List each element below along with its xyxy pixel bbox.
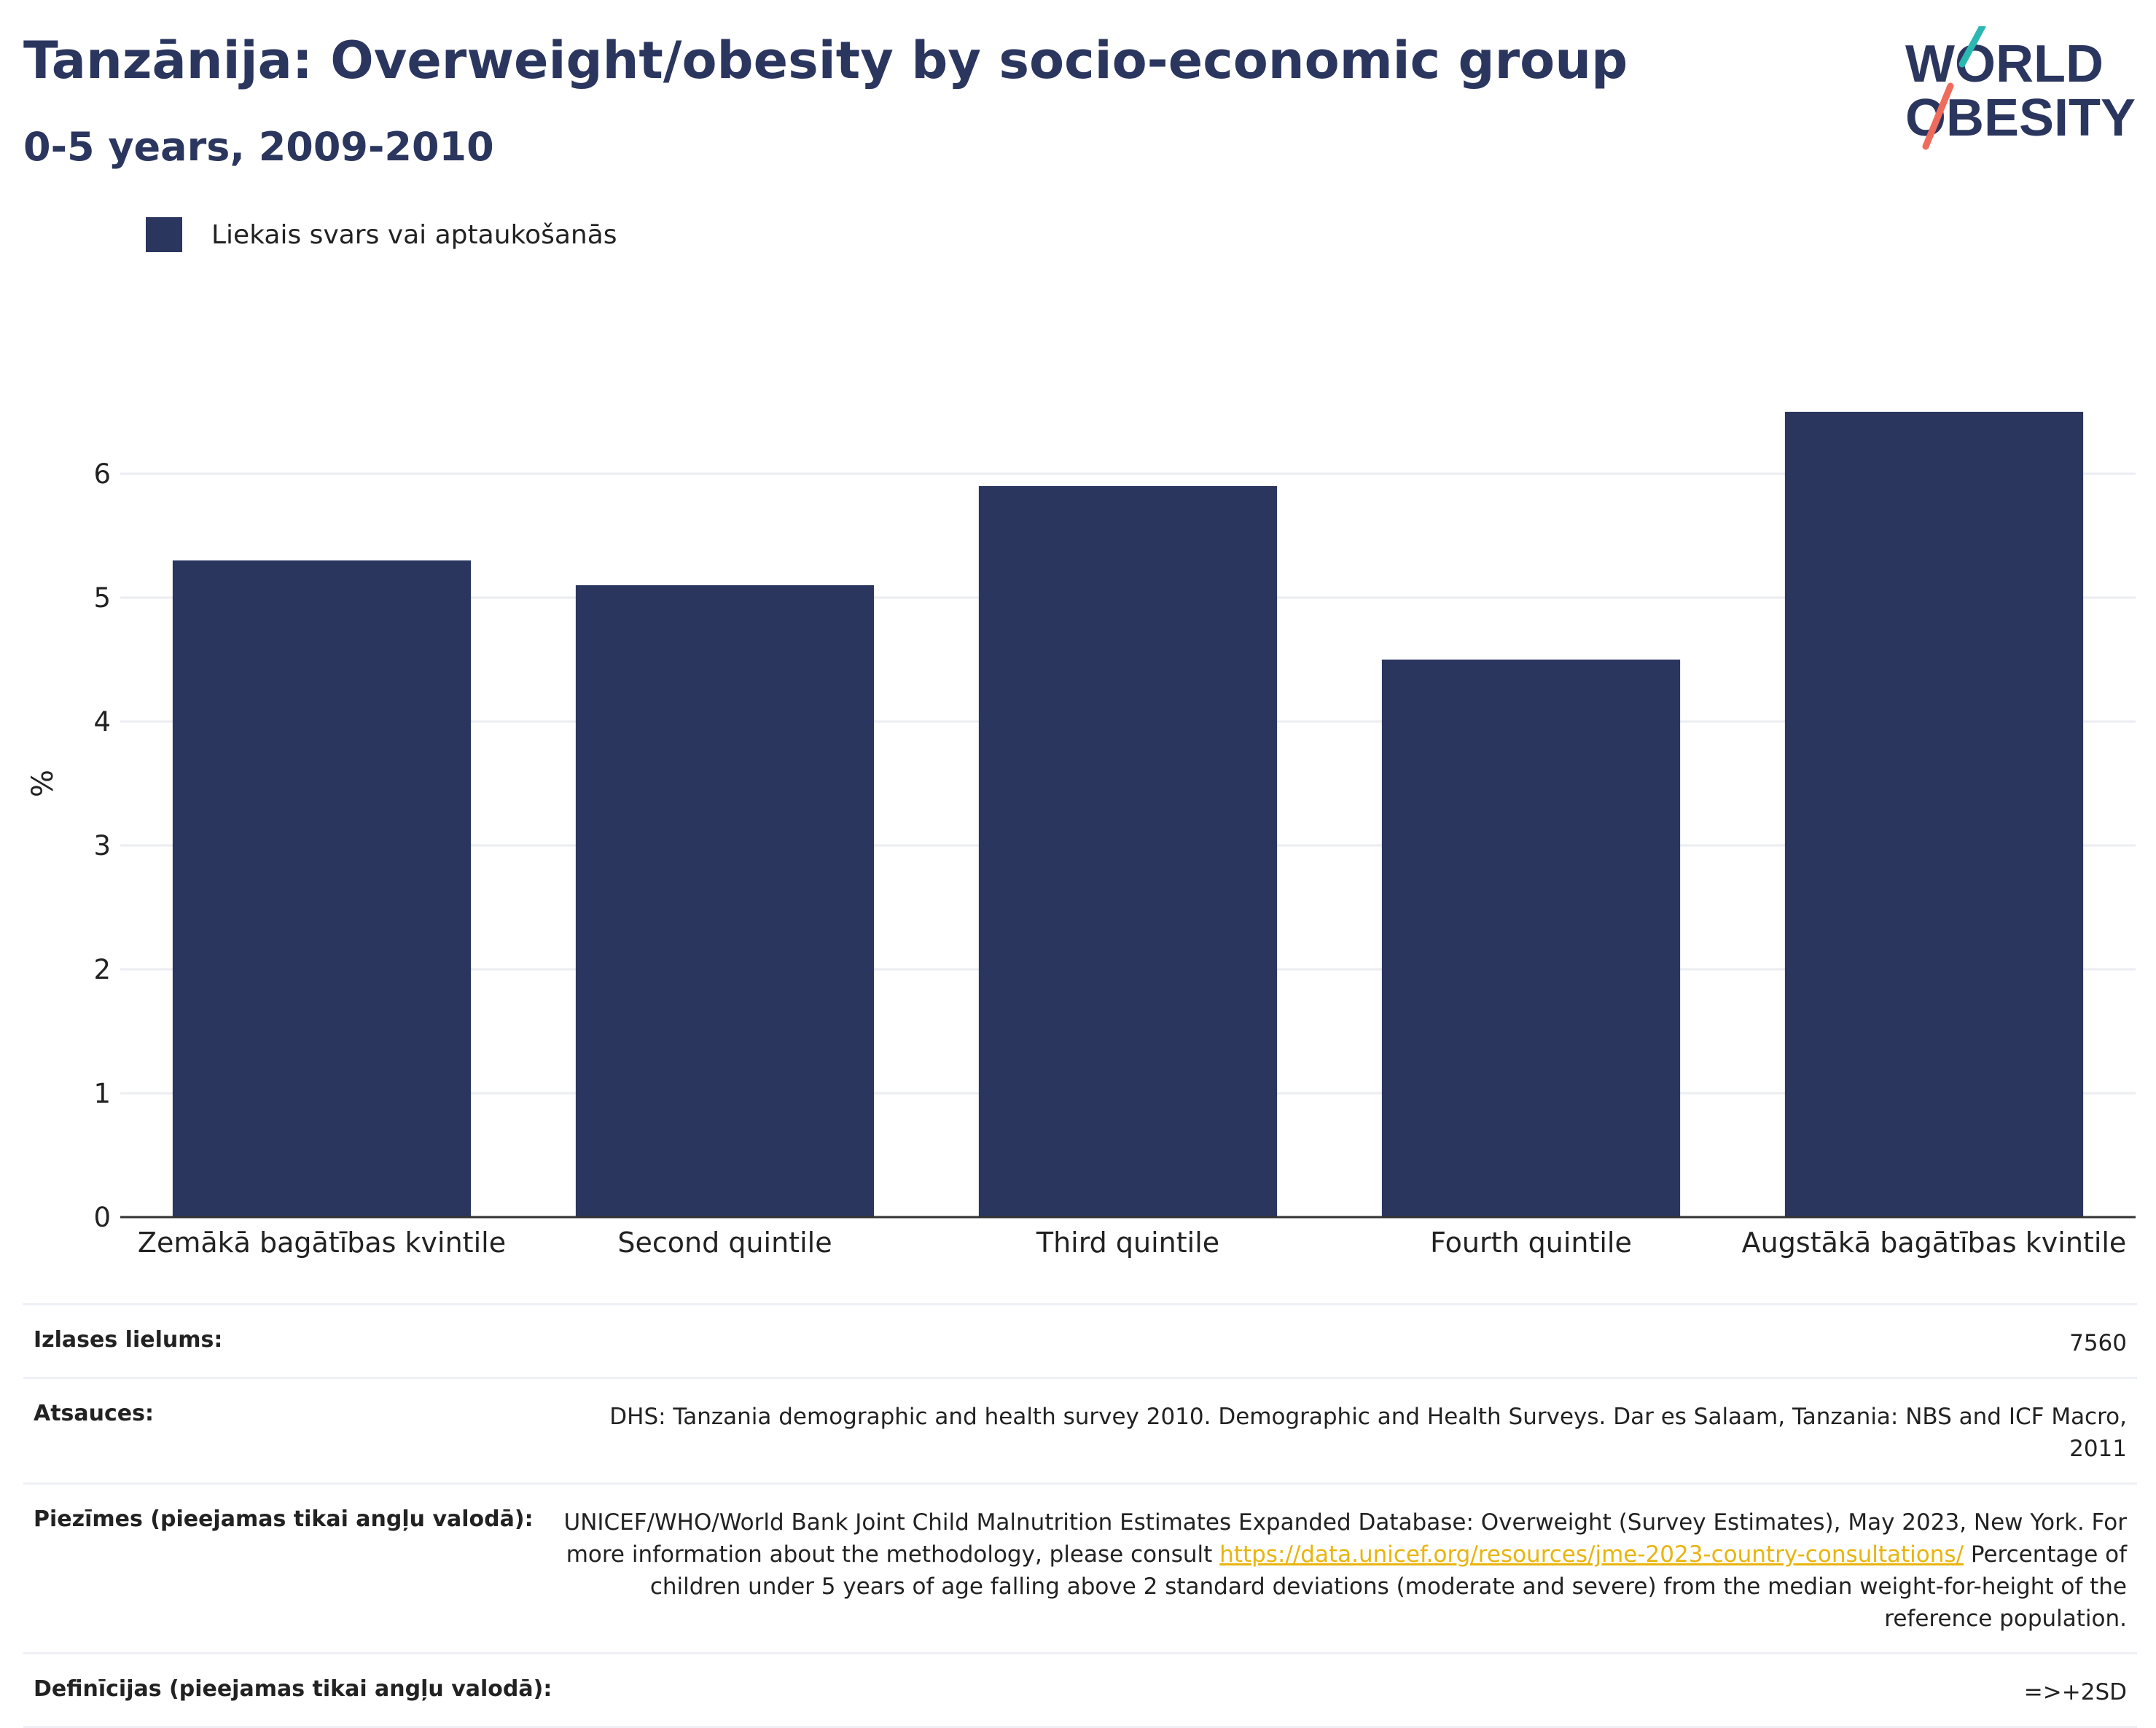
meta-row-sample: Izlases lielums: 7560 [23, 1303, 2137, 1377]
meta-sample-label: Izlases lielums: [34, 1327, 223, 1353]
meta-row-notes: Piezīmes (pieejamas tikai angļu valodā):… [23, 1482, 2137, 1652]
y-tick-label: 4 [93, 706, 111, 738]
x-tick-label: Augstākā bagātības kvintile [1742, 1227, 2127, 1259]
y-tick-label: 0 [93, 1202, 111, 1233]
x-tick-label: Third quintile [1036, 1227, 1219, 1259]
bar [1381, 660, 1681, 1217]
meta-sources-value: DHS: Tanzania demographic and health sur… [609, 1404, 2127, 1463]
y-tick-label: 6 [93, 458, 111, 490]
y-tick-label: 5 [93, 582, 111, 614]
world-obesity-logo: WORLD OBESITY [1905, 26, 2136, 150]
y-tick-label: 1 [93, 1078, 111, 1109]
meta-row-sources: Atsauces: DHS: Tanzania demographic and … [23, 1377, 2137, 1482]
y-axis-label: % [26, 770, 60, 797]
bar [1784, 412, 2084, 1217]
meta-definitions-label: Definīcijas (pieejamas tikai angļu valod… [34, 1676, 552, 1702]
legend-label: Liekais svars vai aptaukošanās [211, 219, 617, 250]
meta-notes-text1: UNICEF/WHO/World Bank Joint Child Malnut… [563, 1509, 2128, 1568]
x-tick-label: Second quintile [617, 1227, 832, 1259]
meta-sources-label: Atsauces: [34, 1401, 154, 1427]
legend: Liekais svars vai aptaukošanās [146, 217, 617, 252]
y-tick-label: 3 [93, 830, 111, 861]
meta-sample-value: 7560 [2069, 1330, 2127, 1356]
meta-notes-label: Piezīmes (pieejamas tikai angļu valodā): [34, 1506, 534, 1533]
meta-row-definitions: Definīcijas (pieejamas tikai angļu valod… [23, 1652, 2137, 1728]
chart-subtitle: 0-5 years, 2009-2010 [23, 124, 494, 170]
y-tick-label: 2 [93, 954, 111, 985]
bar [575, 585, 875, 1217]
metadata-table: Izlases lielums: 7560 Atsauces: DHS: Tan… [23, 1303, 2137, 1728]
x-tick-label: Zemākā bagātības kvintile [138, 1227, 506, 1259]
legend-swatch [146, 217, 182, 252]
bar [978, 486, 1278, 1217]
meta-definitions-value: =>+2SD [2023, 1679, 2127, 1706]
x-tick-label: Fourth quintile [1430, 1227, 1632, 1259]
meta-notes-value: UNICEF/WHO/World Bank Joint Child Malnut… [558, 1506, 2128, 1635]
meta-notes-link[interactable]: https://data.unicef.org/resources/jme-20… [1219, 1541, 1964, 1568]
chart-title: Tanzānija: Overweight/obesity by socio-e… [23, 31, 1628, 90]
bar [172, 560, 472, 1217]
meta-notes-text2: Percentage of children under 5 years of … [649, 1541, 2127, 1633]
logo-line1: WORLD [1905, 35, 2104, 93]
bar-chart: 0 1 2 3 4 5 6 Zemākā bagātības kvintile Second q… [26, 412, 2136, 1259]
